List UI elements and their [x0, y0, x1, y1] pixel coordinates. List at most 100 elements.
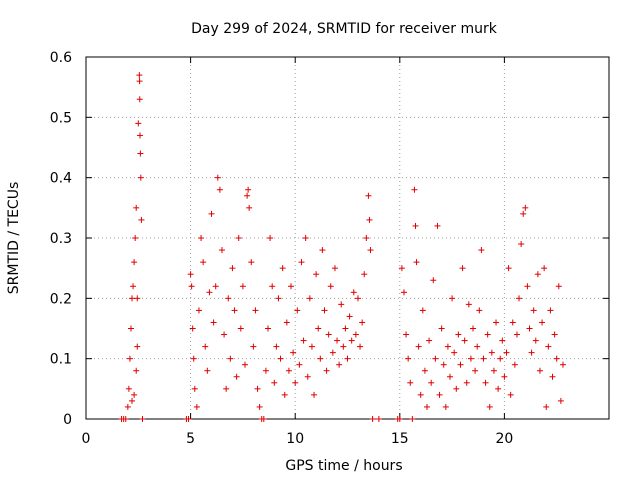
data-point	[250, 343, 257, 350]
data-point	[227, 355, 234, 362]
data-point	[478, 247, 485, 254]
data-point	[442, 403, 449, 410]
data-point	[553, 355, 560, 362]
data-point	[518, 241, 525, 248]
data-point	[208, 210, 215, 217]
data-point	[127, 325, 134, 332]
data-point	[275, 295, 282, 302]
data-point	[551, 331, 558, 338]
data-point	[361, 271, 368, 278]
data-point	[513, 331, 520, 338]
data-point	[296, 361, 303, 368]
axis-ticks	[85, 56, 609, 420]
data-point	[137, 150, 144, 157]
data-point	[189, 325, 196, 332]
data-point	[136, 132, 143, 139]
data-point	[555, 283, 562, 290]
data-point	[125, 385, 132, 392]
x-tick-labels: 0 5 10 15 20	[82, 431, 514, 447]
data-point	[455, 331, 462, 338]
data-point	[354, 295, 361, 302]
data-point	[367, 247, 374, 254]
data-point	[543, 403, 550, 410]
data-point	[411, 186, 418, 193]
grid-lines	[86, 57, 609, 419]
data-point	[417, 391, 424, 398]
data-point	[511, 361, 518, 368]
y-tick-label: 0.1	[50, 352, 72, 368]
y-axis-label: SRMTID / TECUs	[6, 182, 22, 295]
data-point	[352, 331, 359, 338]
data-point	[495, 385, 502, 392]
data-point	[407, 379, 414, 386]
y-tick-label: 0	[63, 412, 72, 428]
data-point	[195, 307, 202, 314]
data-point	[317, 355, 324, 362]
data-point	[467, 355, 474, 362]
data-point	[545, 343, 552, 350]
data-point	[493, 319, 500, 326]
data-point	[338, 301, 345, 308]
data-point	[188, 283, 195, 290]
data-point	[405, 355, 412, 362]
data-point	[557, 397, 564, 404]
data-point	[457, 361, 464, 368]
data-point	[136, 72, 143, 79]
data-point	[449, 295, 456, 302]
data-point	[292, 379, 299, 386]
data-point	[129, 397, 136, 404]
data-point	[472, 367, 479, 374]
data-point	[233, 373, 240, 380]
data-point	[191, 385, 198, 392]
data-point	[357, 343, 364, 350]
data-point	[363, 235, 370, 241]
data-point	[444, 343, 451, 350]
data-point	[308, 343, 315, 350]
data-point	[246, 204, 253, 211]
data-point	[231, 307, 238, 314]
data-point	[319, 247, 326, 254]
data-point	[336, 361, 343, 368]
data-point	[244, 192, 251, 199]
data-point	[126, 355, 133, 362]
data-point	[285, 367, 292, 374]
data-point	[221, 331, 228, 338]
data-point	[130, 283, 137, 290]
data-point	[423, 403, 430, 410]
data-point	[185, 416, 192, 422]
data-point	[459, 265, 466, 272]
data-point	[225, 295, 232, 302]
data-point	[200, 259, 207, 266]
data-point	[476, 307, 483, 314]
data-point	[497, 355, 504, 362]
data-point	[288, 283, 295, 290]
x-tick-label: 5	[186, 431, 195, 447]
data-point	[350, 289, 357, 296]
data-point	[474, 343, 481, 350]
data-point	[488, 349, 495, 356]
data-point	[436, 391, 443, 398]
data-point	[507, 391, 514, 398]
data-point	[400, 289, 407, 296]
data-point	[522, 204, 529, 211]
data-point	[245, 186, 252, 193]
data-point	[532, 337, 539, 344]
data-point	[306, 295, 313, 302]
data-point	[516, 295, 523, 302]
data-point	[248, 259, 255, 266]
data-point	[277, 355, 284, 362]
data-point	[438, 325, 445, 332]
data-point	[290, 349, 297, 356]
data-point	[237, 325, 244, 332]
y-tick-label: 0.3	[50, 231, 72, 247]
data-point	[526, 325, 533, 332]
data-point	[547, 307, 554, 314]
data-point	[325, 331, 332, 338]
x-tick-label: 10	[286, 431, 304, 447]
data-point	[413, 259, 420, 266]
data-point	[273, 343, 280, 350]
data-point	[135, 120, 142, 127]
data-point	[344, 355, 351, 362]
data-point	[430, 277, 437, 284]
data-point	[484, 331, 491, 338]
